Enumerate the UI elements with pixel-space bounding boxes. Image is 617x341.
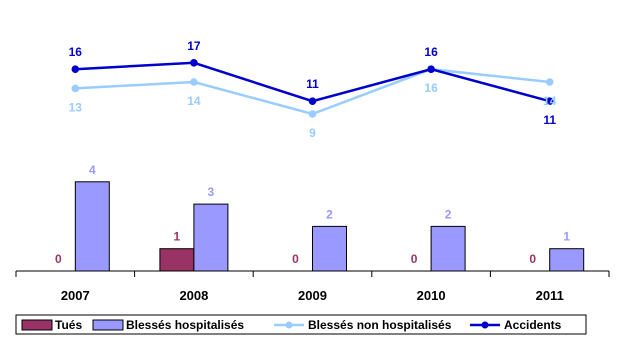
point-blesses-non-hospitalises-2007 xyxy=(71,84,80,93)
legend-swatch-marker-2 xyxy=(285,321,293,329)
x-tick-label-2007: 2007 xyxy=(61,288,90,303)
legend-swatch-marker-3 xyxy=(481,321,489,329)
data-label-accidents-2010: 16 xyxy=(424,45,438,59)
bar-blesses-hospitalises-2011 xyxy=(549,248,585,272)
legend-label-3: Accidents xyxy=(504,318,562,332)
bar-blesses-hospitalises-2010 xyxy=(430,225,466,272)
data-label-blesses-non-hospitalises-2010: 16 xyxy=(424,81,438,95)
legend-label-2: Blessés non hospitalisés xyxy=(308,318,452,332)
x-tick-label-2009: 2009 xyxy=(298,288,327,303)
legend-label-1: Blessés hospitalisés xyxy=(126,318,244,332)
point-accidents-2008 xyxy=(190,59,198,67)
data-label-tues-2010: 0 xyxy=(411,252,418,266)
data-label-tues-2011: 0 xyxy=(529,252,536,266)
data-label-blesses-non-hospitalises-2007: 13 xyxy=(69,100,83,114)
data-label-tues-2008: 1 xyxy=(174,230,181,244)
x-tick-label-2011: 2011 xyxy=(536,288,564,303)
data-label-accidents-2011: 11 xyxy=(543,113,556,127)
point-accidents-2007 xyxy=(71,65,80,73)
data-label-tues-2007: 0 xyxy=(55,252,62,266)
data-label-tues-2009: 0 xyxy=(292,252,299,266)
line-blesses-non-hospitalises xyxy=(75,67,550,116)
legend-swatch-1 xyxy=(92,319,124,331)
point-blesses-non-hospitalises-2008 xyxy=(190,78,198,86)
data-label-blesses-non-hospitalises-2008: 14 xyxy=(187,94,201,108)
point-blesses-non-hospitalises-2009 xyxy=(308,110,317,118)
bar-blesses-hospitalises-2007 xyxy=(74,181,110,272)
bar-blesses-hospitalises-2009 xyxy=(312,225,347,272)
data-label-blesses-non-hospitalises-2009: 9 xyxy=(309,126,316,140)
point-accidents-2011 xyxy=(545,97,554,105)
point-blesses-non-hospitalises-2011 xyxy=(545,78,554,86)
data-label-blesses-non-hospitalises-2011: 14 xyxy=(543,94,557,108)
legend-swatch-0 xyxy=(21,319,53,331)
data-label-accidents-2007: 16 xyxy=(69,45,83,59)
bar-blesses-hospitalises-2008 xyxy=(193,203,229,272)
legend-label-0: Tués xyxy=(55,318,82,332)
x-tick-label-2008: 2008 xyxy=(179,288,208,303)
data-label-blesses-hospitalises-2008: 3 xyxy=(208,185,215,199)
point-accidents-2010 xyxy=(427,65,435,73)
data-label-blesses-hospitalises-2011: 1 xyxy=(563,230,570,244)
data-label-blesses-hospitalises-2007: 4 xyxy=(89,163,96,177)
data-label-blesses-hospitalises-2010: 2 xyxy=(445,207,452,221)
data-label-accidents-2008: 17 xyxy=(187,39,201,53)
point-accidents-2009 xyxy=(308,97,317,105)
data-label-accidents-2009: 11 xyxy=(306,77,319,91)
data-label-blesses-hospitalises-2009: 2 xyxy=(326,207,333,221)
bar-tues-2008 xyxy=(159,248,195,272)
x-tick-label-2010: 2010 xyxy=(417,288,446,303)
